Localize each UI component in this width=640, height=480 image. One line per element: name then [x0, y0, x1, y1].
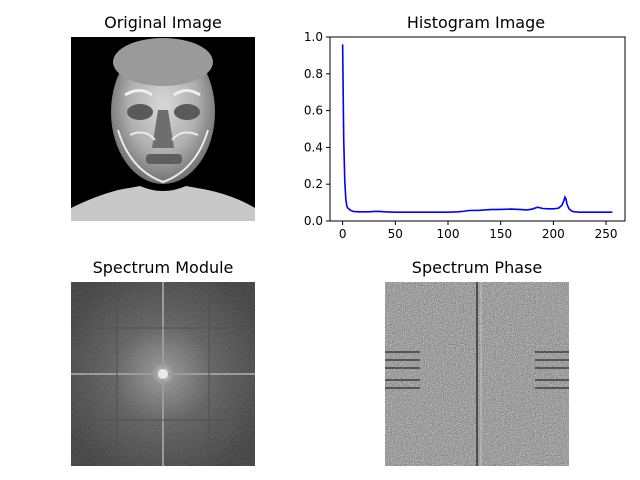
spectrum-phase-image — [385, 282, 569, 466]
original-image-title: Original Image — [104, 13, 222, 32]
x-tick-label: 0 — [339, 227, 347, 241]
histogram-series-line — [341, 44, 613, 213]
y-tick-label: 1.0 — [304, 30, 323, 44]
x-tick-label: 200 — [542, 227, 565, 241]
x-tick-label: 100 — [437, 227, 460, 241]
histogram-title: Histogram Image — [406, 13, 546, 32]
original-image — [71, 37, 255, 221]
y-tick-label: 0.2 — [304, 177, 323, 191]
y-tick-label: 0.4 — [304, 140, 323, 154]
spectrum-module-title: Spectrum Module — [92, 258, 234, 277]
x-tick-label: 50 — [388, 227, 403, 241]
y-tick-label: 0.8 — [304, 67, 323, 81]
spectrum-module-image — [71, 282, 255, 466]
histogram-y-ticks: 0.0 0.2 0.4 0.6 0.8 1.0 — [304, 30, 330, 228]
y-tick-label: 0.0 — [304, 214, 323, 228]
histogram-axes: 0 50 100 150 200 250 0.0 0.2 0.4 0.6 0.8 1.0 — [304, 30, 626, 241]
y-tick-label: 0.6 — [304, 104, 323, 118]
x-tick-label: 150 — [489, 227, 512, 241]
histogram-x-ticks: 0 50 100 150 200 250 — [339, 221, 618, 241]
spectrum-phase-title: Spectrum Phase — [411, 258, 543, 277]
x-tick-label: 250 — [595, 227, 618, 241]
